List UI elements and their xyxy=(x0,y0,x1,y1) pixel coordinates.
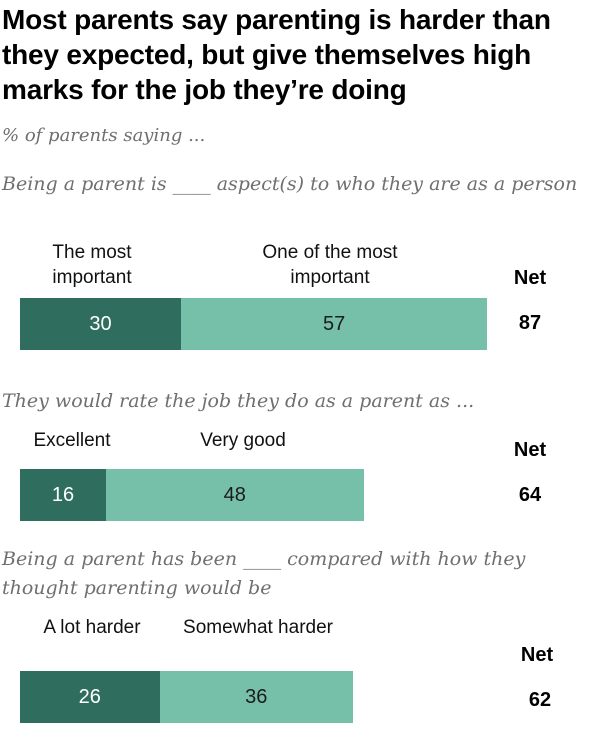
chart-title: Most parents say parenting is harder tha… xyxy=(2,4,551,105)
net-label-2: Net xyxy=(513,439,547,461)
legend-one-of-the-most-important: One of the most important xyxy=(262,242,398,288)
net-label-1: Net xyxy=(513,267,547,289)
bar-1-segment-1: 30 xyxy=(20,298,182,350)
question-2: They would rate the job they do as a par… xyxy=(2,390,475,412)
bar-2-value-1: 16 xyxy=(51,483,75,506)
legend-very-good: Very good xyxy=(200,430,286,451)
bar-2-value-2: 48 xyxy=(223,483,246,506)
net-value-2: 64 xyxy=(518,484,542,506)
legend-somewhat-harder: Somewhat harder xyxy=(183,617,333,638)
legend-the-most-important: The most important xyxy=(52,242,132,288)
question-3: Being a parent has been ____ compared wi… xyxy=(2,548,526,599)
bar-1-value-2: 57 xyxy=(323,312,346,335)
chart-subtitle: % of parents saying ... xyxy=(2,125,206,146)
legend-excellent: Excellent xyxy=(33,430,111,451)
net-value-1: 87 xyxy=(518,312,542,334)
bar-3-value-1: 26 xyxy=(78,685,101,708)
net-label-3: Net xyxy=(520,644,554,666)
net-value-3: 62 xyxy=(528,689,552,711)
question-1: Being a parent is ____ aspect(s) to who … xyxy=(2,173,578,195)
bar-2-segment-1: 16 xyxy=(20,469,106,521)
bar-1-segment-2: 57 xyxy=(181,298,488,350)
bar-2-segment-2: 48 xyxy=(105,469,364,521)
legend-a-lot-harder: A lot harder xyxy=(43,617,141,638)
bar-1-value-1: 30 xyxy=(89,312,112,335)
bar-3-segment-1: 26 xyxy=(20,671,160,723)
bar-3-value-2: 36 xyxy=(245,685,268,708)
bar-3-segment-2: 36 xyxy=(159,671,353,723)
